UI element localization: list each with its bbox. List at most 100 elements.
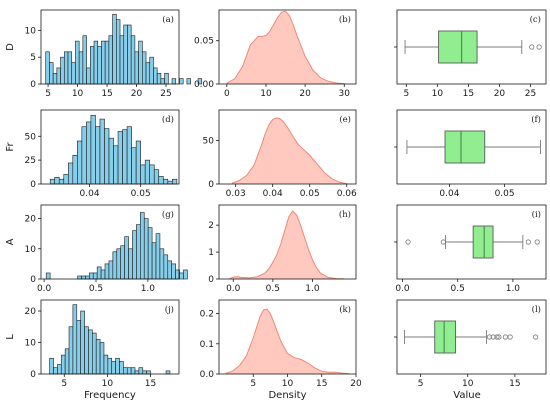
outlier-point	[525, 239, 531, 245]
histogram-bar	[136, 224, 141, 280]
x-tick-label: 10	[72, 89, 84, 99]
histogram-bar	[165, 370, 171, 375]
histogram-bar	[97, 46, 102, 85]
histogram-bar	[171, 263, 176, 280]
histogram-bar	[153, 169, 160, 185]
histogram-bar	[85, 275, 90, 280]
panel-label: (d)	[162, 114, 174, 125]
histogram-bar	[160, 78, 165, 85]
histogram-bar	[172, 178, 178, 185]
outlier-point	[507, 334, 513, 340]
x-tick-label: 5	[45, 89, 51, 99]
x-tick-label: 0.04	[439, 189, 459, 199]
histogram-bar	[135, 140, 141, 185]
y-tick-label: 10	[25, 245, 37, 255]
x-tick-label: 1.0	[506, 284, 521, 294]
histogram-bar	[92, 272, 98, 280]
panel-label: (j)	[165, 304, 174, 315]
histogram-bar	[159, 248, 165, 280]
box-iqr	[438, 30, 478, 64]
y-tick-label: 0	[30, 180, 36, 190]
axes-frame	[40, 9, 180, 85]
x-tick-label: 15	[145, 379, 156, 389]
outlier-point	[440, 239, 446, 245]
histogram-bar	[126, 367, 132, 375]
x-tick-label: 0	[224, 89, 230, 99]
panel-label: (b)	[339, 14, 351, 25]
outlier-point	[494, 334, 500, 340]
y-tick-label: 0.05	[194, 37, 214, 47]
x-tick-label: 1.0	[305, 284, 320, 294]
histogram-bar	[138, 40, 143, 85]
histogram-bar	[183, 269, 188, 280]
histogram-bar	[78, 51, 84, 85]
histogram-bar	[112, 13, 117, 85]
x-tick-label: 0.04	[263, 189, 283, 199]
panel-label: (k)	[339, 304, 351, 315]
x-tick-label: 20	[299, 89, 311, 99]
y-tick-label: 20	[25, 215, 37, 225]
y-tick-label: 0.2	[200, 310, 214, 320]
x-tick-label: 15	[316, 379, 327, 389]
panel-d: 0.04 0.05 0 25 50 Fr (d)	[5, 109, 180, 199]
histogram-bar	[92, 332, 97, 375]
x-tick-label: 10	[282, 379, 294, 389]
axes-frame	[218, 204, 357, 280]
histogram-bar	[45, 51, 50, 85]
histogram-bar	[100, 269, 106, 280]
x-tick-label: 15	[509, 379, 520, 389]
panel-e: 0.03 0.04 0.05 0.06 0 50 (e)	[203, 109, 357, 199]
histogram-bar	[49, 62, 54, 85]
histogram-bar	[89, 272, 94, 280]
x-tick-label: 5	[418, 379, 424, 389]
x-tick-label: 20	[494, 89, 506, 99]
panel-h: 0.0 0.5 1.0 0 1 2 (h)	[208, 204, 357, 294]
x-tick-label: 0.05	[300, 189, 320, 199]
x-tick-label: 20	[350, 379, 362, 389]
panel-label: (f)	[531, 114, 541, 125]
histogram-bar	[112, 251, 118, 280]
y-tick-label: 0	[30, 275, 36, 285]
histogram-bar	[158, 176, 164, 185]
y-tick-label: 50	[25, 132, 37, 142]
panel-l: 5 10 15 (l)	[394, 299, 547, 389]
histogram-bar	[108, 137, 114, 185]
histogram-bar	[179, 78, 184, 85]
histogram-bar	[143, 218, 149, 280]
panel-label: (c)	[530, 14, 541, 25]
x-tick-label: 0.05	[495, 189, 515, 199]
histogram-bar	[63, 174, 69, 185]
histogram-bar	[164, 72, 169, 85]
histogram-bar	[167, 260, 172, 280]
histogram-bar	[75, 40, 80, 85]
histogram-bar	[120, 245, 125, 280]
x-tick-label: 15	[101, 89, 112, 99]
histogram-bar	[127, 24, 132, 85]
histogram-bar	[146, 370, 151, 375]
histogram-bar	[119, 361, 124, 375]
histogram-bar	[130, 35, 136, 85]
histogram-bar	[76, 320, 81, 375]
x-tick-label: 0.04	[80, 189, 100, 199]
histogram-bar	[151, 242, 157, 280]
density-area	[226, 11, 345, 84]
x-tick-label: 10	[260, 89, 272, 99]
histogram-bar	[197, 78, 203, 85]
histogram-bar	[179, 272, 184, 280]
row-label: L	[5, 334, 16, 340]
histogram-bar	[156, 72, 162, 85]
panel-f: 0.04 0.05 (f)	[394, 109, 547, 199]
outlier-point	[536, 44, 542, 50]
panel-b: 0 10 20 30 0.00 0.05 (b)	[194, 9, 357, 99]
y-tick-label: 0.00	[194, 80, 214, 90]
histogram-bar	[123, 367, 128, 375]
histogram-bar	[82, 35, 87, 85]
histogram-bar	[56, 67, 61, 85]
histogram-bar	[163, 254, 169, 280]
histogram-bar	[72, 304, 78, 375]
histogram-bar	[103, 354, 109, 375]
x-tick-label: 30	[339, 89, 351, 99]
y-tick-label: 20	[25, 307, 37, 317]
histogram-bar	[104, 40, 110, 85]
